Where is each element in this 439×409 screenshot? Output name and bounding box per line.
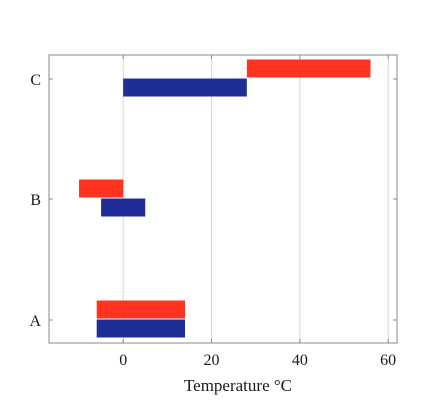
grid-lines — [122, 55, 389, 343]
x-tick-label-20: 20 — [204, 352, 220, 369]
bar-a-series-1 — [96, 319, 186, 338]
bar-c-series-2 — [246, 59, 371, 78]
y-tick-label-b: B — [30, 192, 41, 209]
bar-c-series-1 — [123, 78, 247, 97]
x-tick-label-60: 60 — [380, 352, 396, 369]
x-tick-label-0: 0 — [119, 352, 127, 369]
bars — [79, 59, 371, 338]
bar-b-series-1 — [101, 198, 146, 217]
bar-a-series-2 — [96, 300, 186, 319]
axis-ticks: 0 20 40 60 A B C — [29, 55, 397, 369]
y-tick-label-a: A — [29, 313, 41, 330]
y-tick-label-c: C — [30, 72, 41, 89]
x-tick-label-40: 40 — [292, 352, 308, 369]
x-axis-label: Temperature °C — [184, 376, 292, 395]
bar-b-series-2 — [79, 179, 124, 198]
